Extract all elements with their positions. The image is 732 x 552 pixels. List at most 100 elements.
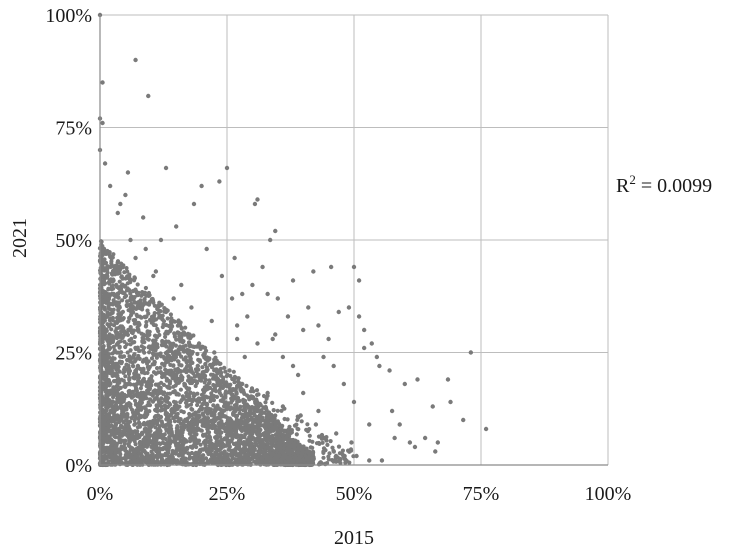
data-point [123,418,128,423]
data-point [125,350,130,355]
data-point [259,460,264,465]
data-point [139,344,144,349]
data-point [293,438,298,443]
data-point [347,460,352,465]
data-point [104,373,109,379]
data-point [120,354,125,359]
data-point [412,444,418,450]
data-point [158,408,163,413]
data-point [171,296,176,301]
data-point [102,161,108,166]
data-point [216,422,221,427]
y-tick-labels: 0% 25% 50% 75% 100% [45,5,92,477]
data-point [181,445,186,450]
data-point [155,420,160,425]
data-point [171,399,177,404]
data-point [121,396,126,401]
data-point [237,398,242,403]
data-point [107,334,113,339]
data-point [120,298,125,303]
data-point [126,363,131,368]
data-point [154,403,159,408]
data-point [114,326,119,331]
data-point [367,458,372,463]
data-point [115,367,120,372]
data-point [483,426,489,432]
data-point [111,292,116,297]
data-point [133,449,138,454]
data-point [166,430,172,435]
data-point [187,431,192,436]
data-point [238,449,243,454]
data-point [173,378,178,384]
data-point [147,350,152,355]
data-point [143,324,148,329]
data-point [225,452,230,457]
data-point [189,334,194,339]
data-point [106,287,111,292]
data-point [233,457,238,462]
data-point [119,359,124,365]
data-point [132,439,137,444]
data-point [316,323,321,328]
data-point [133,255,138,261]
data-point [114,332,119,337]
data-point [126,450,132,455]
data-point [275,408,280,413]
data-point [191,438,196,443]
data-point [98,265,103,271]
data-point [224,425,229,430]
data-point [274,424,279,430]
data-point [109,284,114,289]
data-point [109,359,114,364]
data-point [128,342,133,347]
data-point [163,165,169,171]
data-point [249,442,254,447]
data-point [106,370,111,375]
data-point [151,437,156,442]
data-point [135,325,140,330]
data-point [146,435,151,440]
data-point [101,401,106,406]
data-point [100,351,105,356]
data-point [204,421,209,426]
data-point [301,390,306,396]
data-point [113,424,118,429]
data-point [105,270,110,275]
data-point [144,319,149,325]
data-point [182,440,187,445]
data-point [175,406,180,411]
data-point [183,343,188,348]
data-point [114,450,119,455]
data-point [149,314,154,319]
data-point [167,402,173,407]
data-point [334,431,339,436]
data-point [285,437,291,442]
data-point [232,448,237,453]
data-point [121,445,126,450]
data-point [109,327,114,332]
data-point [258,418,263,423]
data-point [195,402,200,408]
data-point [231,395,236,400]
data-point [137,348,142,353]
data-point [214,434,220,439]
data-point [175,323,180,328]
data-point [461,417,466,423]
data-point [231,387,236,392]
data-point [138,433,143,438]
data-point [167,391,173,396]
data-point [104,328,109,333]
data-point [265,422,271,427]
r-squared-superscript: 2 [629,172,636,187]
data-point [100,249,105,254]
data-point [147,293,152,298]
data-point [117,345,122,350]
data-point [149,356,155,361]
data-point [174,224,179,229]
data-point [133,429,138,434]
data-point [131,297,136,303]
data-point [265,437,270,443]
data-point [184,370,189,375]
data-point [174,352,179,357]
